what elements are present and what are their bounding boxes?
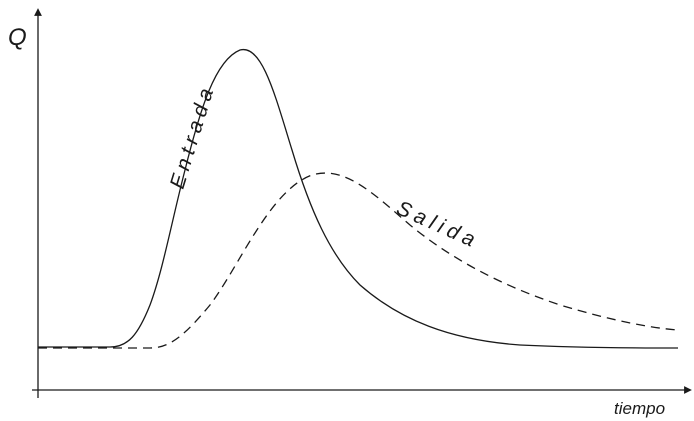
entrada-curve <box>38 49 679 349</box>
entrada-label: Entrada <box>166 81 220 192</box>
axes <box>32 8 692 398</box>
x-axis-label: tiempo <box>614 399 665 418</box>
y-axis-label: Q <box>8 24 27 51</box>
salida-curve <box>38 172 679 349</box>
salida-label: Salida <box>393 197 483 254</box>
